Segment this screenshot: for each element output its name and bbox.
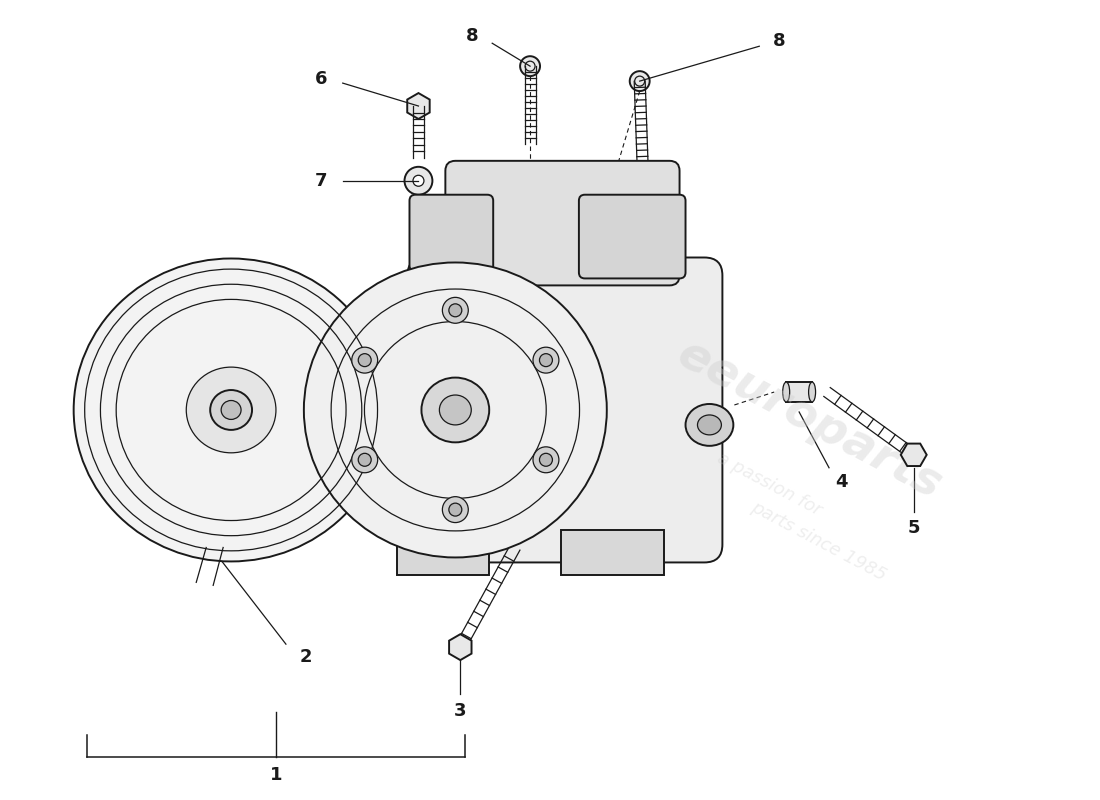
Text: 2: 2: [299, 648, 312, 666]
Bar: [786, 382, 812, 402]
Circle shape: [405, 167, 432, 194]
Circle shape: [539, 354, 552, 366]
Text: 5: 5: [908, 518, 920, 537]
Text: a passion for: a passion for: [714, 450, 825, 520]
Circle shape: [359, 454, 371, 466]
Circle shape: [534, 347, 559, 373]
Ellipse shape: [221, 401, 241, 419]
Polygon shape: [407, 93, 430, 119]
Text: 8: 8: [773, 32, 785, 50]
FancyBboxPatch shape: [446, 161, 680, 286]
Ellipse shape: [421, 378, 490, 442]
Polygon shape: [449, 634, 472, 660]
Circle shape: [352, 347, 377, 373]
Ellipse shape: [304, 262, 607, 558]
Text: eeuroparts: eeuroparts: [669, 331, 949, 509]
Circle shape: [449, 503, 462, 516]
Text: 4: 4: [835, 473, 847, 490]
Text: parts since 1985: parts since 1985: [748, 498, 890, 585]
Circle shape: [442, 497, 469, 522]
Ellipse shape: [783, 382, 790, 402]
Circle shape: [534, 447, 559, 473]
Ellipse shape: [808, 382, 815, 402]
Circle shape: [520, 56, 540, 76]
FancyBboxPatch shape: [579, 194, 685, 278]
Ellipse shape: [186, 367, 276, 453]
Ellipse shape: [685, 404, 734, 446]
Ellipse shape: [439, 395, 471, 425]
Ellipse shape: [74, 258, 388, 562]
FancyBboxPatch shape: [396, 530, 490, 575]
Text: 8: 8: [466, 27, 478, 46]
Circle shape: [442, 298, 469, 323]
Ellipse shape: [697, 415, 722, 435]
Text: 1: 1: [270, 766, 283, 784]
Text: 6: 6: [315, 70, 327, 88]
Circle shape: [352, 447, 377, 473]
Circle shape: [359, 354, 371, 366]
Circle shape: [412, 175, 424, 186]
Circle shape: [539, 454, 552, 466]
FancyBboxPatch shape: [409, 194, 493, 271]
Circle shape: [449, 304, 462, 317]
Text: 3: 3: [454, 702, 466, 720]
FancyBboxPatch shape: [561, 530, 663, 575]
Circle shape: [629, 71, 650, 91]
Ellipse shape: [210, 390, 252, 430]
Text: 7: 7: [315, 172, 327, 190]
FancyBboxPatch shape: [407, 258, 723, 562]
Polygon shape: [901, 443, 926, 466]
